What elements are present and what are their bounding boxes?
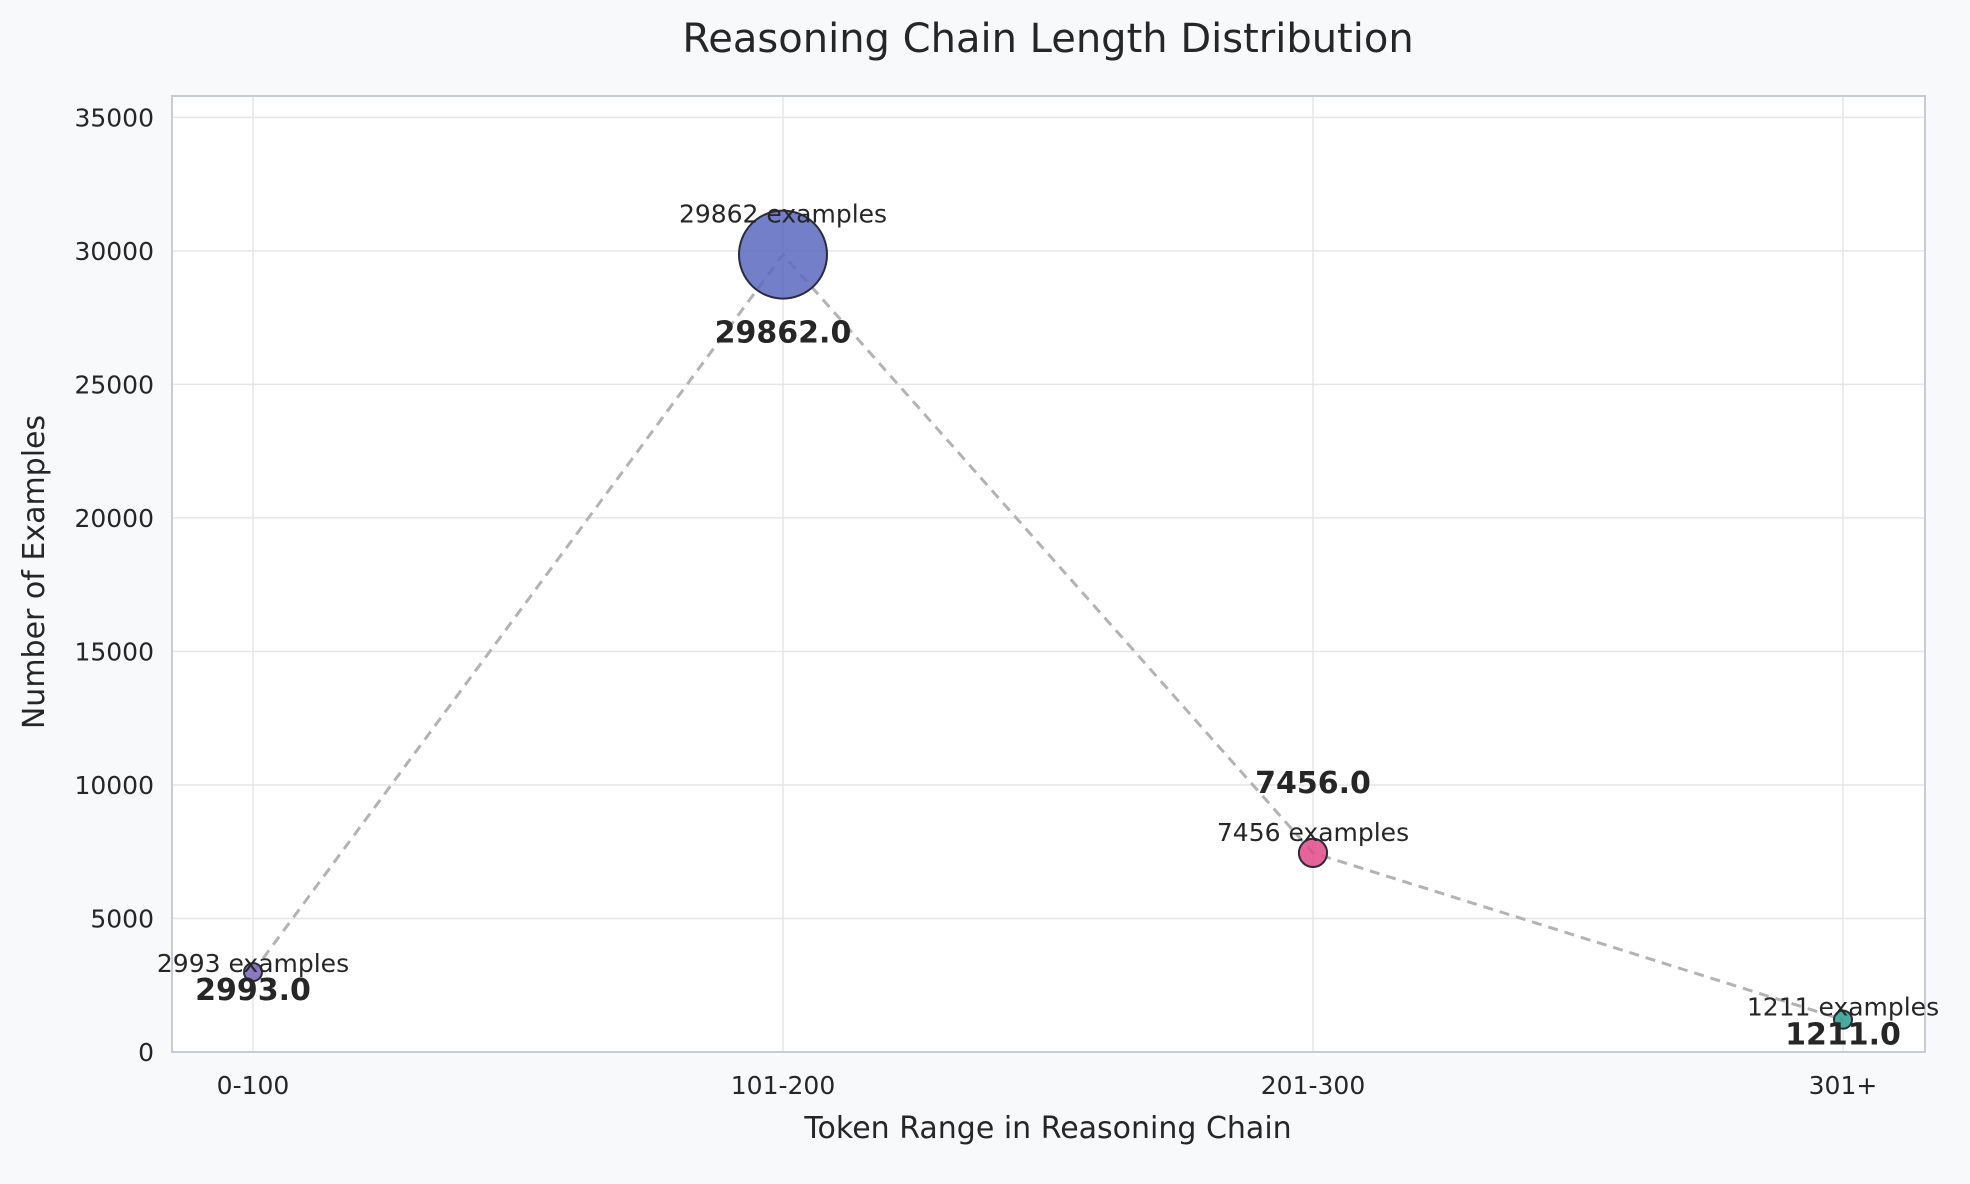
y-tick-label: 25000 <box>74 370 154 399</box>
point-value-label: 1211.0 <box>1785 1018 1901 1053</box>
point-count-label: 29862 examples <box>679 200 887 229</box>
x-tick-label: 301+ <box>1809 1071 1878 1100</box>
y-tick-label: 5000 <box>90 904 154 933</box>
point-value-label: 29862.0 <box>715 316 852 351</box>
x-tick-label: 201-300 <box>1261 1071 1365 1100</box>
data-point <box>1297 837 1329 868</box>
y-tick-label: 35000 <box>74 103 154 132</box>
point-count-label: 2993 examples <box>157 949 349 978</box>
point-value-label: 7456.0 <box>1255 766 1371 801</box>
y-axis-label: Number of Examples <box>17 415 52 729</box>
data-point <box>738 209 828 300</box>
x-axis-ticks: 0-100 101-200 201-300 301+ <box>217 1071 1878 1100</box>
grid-lines <box>172 96 1925 1053</box>
data-point <box>243 962 263 983</box>
x-tick-label: 0-100 <box>217 1071 290 1100</box>
connector-line <box>251 252 1844 1022</box>
data-points <box>243 209 1853 1030</box>
point-count-label: 1211 examples <box>1747 993 1939 1022</box>
plot-frame <box>171 95 1926 1053</box>
x-tick-label: 101-200 <box>731 1071 835 1100</box>
y-tick-label: 20000 <box>74 504 154 533</box>
y-tick-label: 0 <box>138 1038 154 1067</box>
x-axis-label: Token Range in Reasoning Chain <box>803 1111 1291 1146</box>
data-point <box>1833 1009 1853 1030</box>
y-axis-ticks: 0 5000 10000 15000 20000 25000 30000 35000 <box>74 103 154 1067</box>
plot-area <box>172 96 1925 1052</box>
point-value-label: 2993.0 <box>195 973 311 1008</box>
y-tick-label: 10000 <box>74 771 154 800</box>
y-tick-label: 30000 <box>74 237 154 266</box>
y-tick-label: 15000 <box>74 637 154 666</box>
point-count-label: 7456 examples <box>1217 818 1409 847</box>
chart-title: Reasoning Chain Length Distribution <box>682 16 1413 62</box>
